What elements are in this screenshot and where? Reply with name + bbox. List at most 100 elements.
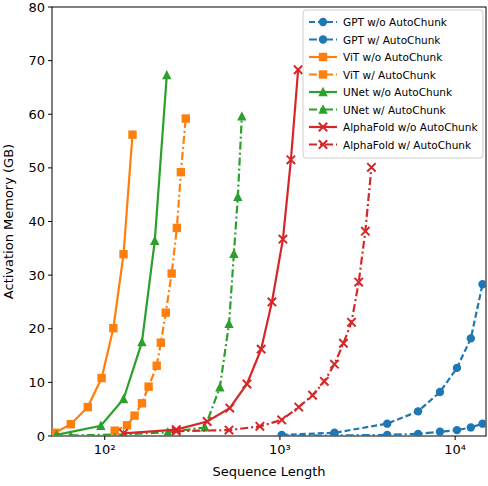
y-tick xyxy=(48,382,52,383)
series-line xyxy=(56,75,166,435)
point xyxy=(361,227,369,235)
series-line xyxy=(282,424,483,436)
legend-marker xyxy=(318,87,327,96)
legend-box xyxy=(303,10,483,158)
plot-area xyxy=(52,66,486,436)
x-axis-label: Sequence Length xyxy=(212,464,325,479)
point xyxy=(128,130,136,138)
legend-label: AlphaFold w/ AutoChunk xyxy=(343,139,472,151)
y-tick xyxy=(48,60,52,61)
series xyxy=(278,280,486,436)
point xyxy=(414,430,422,436)
point xyxy=(119,429,127,436)
series-line xyxy=(71,116,242,435)
x-tick-label: 10³ xyxy=(269,442,291,457)
point xyxy=(226,404,234,412)
point xyxy=(347,318,355,326)
series-line xyxy=(55,135,133,433)
point xyxy=(84,403,92,411)
y-tick-label: 30 xyxy=(28,268,45,283)
legend-label: ViT w/ AutoChunk xyxy=(343,69,437,81)
point xyxy=(308,391,316,399)
series-line xyxy=(124,70,299,434)
legend-marker xyxy=(319,123,327,131)
y-tick-label: 10 xyxy=(28,375,45,390)
point xyxy=(330,431,338,436)
point xyxy=(167,269,175,277)
series-line xyxy=(282,284,483,435)
point xyxy=(278,431,286,436)
y-tick-label: 0 xyxy=(37,429,45,444)
y-tick xyxy=(48,275,52,276)
point xyxy=(138,399,146,407)
legend-label: UNet w/o AutoChunk xyxy=(343,86,453,98)
point xyxy=(237,111,246,120)
legend-label: ViT w/o AutoChunk xyxy=(343,51,443,63)
legend-marker xyxy=(318,104,327,113)
legend-label: UNet w/ AutoChunk xyxy=(343,104,447,116)
legend-marker xyxy=(319,18,327,26)
point xyxy=(153,362,161,370)
point xyxy=(229,248,238,257)
point xyxy=(130,411,138,419)
y-tick xyxy=(48,7,52,8)
y-tick xyxy=(48,221,52,222)
point xyxy=(119,394,128,403)
point xyxy=(367,163,375,171)
series xyxy=(172,163,376,435)
point xyxy=(144,382,152,390)
point xyxy=(177,168,185,176)
point xyxy=(137,337,146,346)
point xyxy=(162,70,171,79)
point xyxy=(215,382,224,391)
y-axis-label: Activation Memory (GB) xyxy=(1,144,16,299)
point xyxy=(453,426,461,434)
legend-marker xyxy=(319,140,327,148)
point xyxy=(256,422,264,430)
point xyxy=(467,423,475,431)
point xyxy=(96,421,105,430)
legend-marker xyxy=(319,70,327,78)
point xyxy=(224,319,233,328)
y-tick xyxy=(48,114,52,115)
point xyxy=(453,364,461,372)
point xyxy=(162,308,170,316)
point xyxy=(109,324,117,332)
point xyxy=(287,156,295,164)
point xyxy=(119,250,127,258)
series xyxy=(52,70,171,436)
point xyxy=(295,403,303,411)
legend-label: GPT w/ AutoChunk xyxy=(343,34,441,46)
x-tick-label: 10² xyxy=(94,442,116,457)
y-tick xyxy=(48,167,52,168)
point xyxy=(320,377,328,385)
point xyxy=(257,345,265,353)
legend: GPT w/o AutoChunk GPT w/ AutoChunk ViT w/o… xyxy=(303,10,483,158)
legend-label: GPT w/o AutoChunk xyxy=(343,16,448,28)
x-tick xyxy=(279,436,280,440)
point xyxy=(182,114,190,122)
point xyxy=(436,428,444,436)
point xyxy=(467,334,475,342)
x-tick xyxy=(104,436,105,440)
point xyxy=(383,431,391,436)
point xyxy=(225,426,233,434)
point xyxy=(414,407,422,415)
series xyxy=(278,419,486,436)
point xyxy=(330,360,338,368)
legend-marker xyxy=(319,35,327,43)
point xyxy=(478,280,486,288)
y-tick-label: 70 xyxy=(28,53,45,68)
y-tick xyxy=(48,436,52,437)
point xyxy=(268,298,276,306)
y-tick-label: 60 xyxy=(28,107,45,122)
point xyxy=(163,427,172,436)
point xyxy=(157,338,165,346)
point xyxy=(278,416,286,424)
x-tick xyxy=(455,436,456,440)
chart: 10²10³10⁴01020304050607080Sequence Lengt… xyxy=(0,0,488,486)
y-tick-label: 50 xyxy=(28,160,45,175)
point xyxy=(67,420,75,428)
point xyxy=(243,380,251,388)
point xyxy=(123,421,131,429)
